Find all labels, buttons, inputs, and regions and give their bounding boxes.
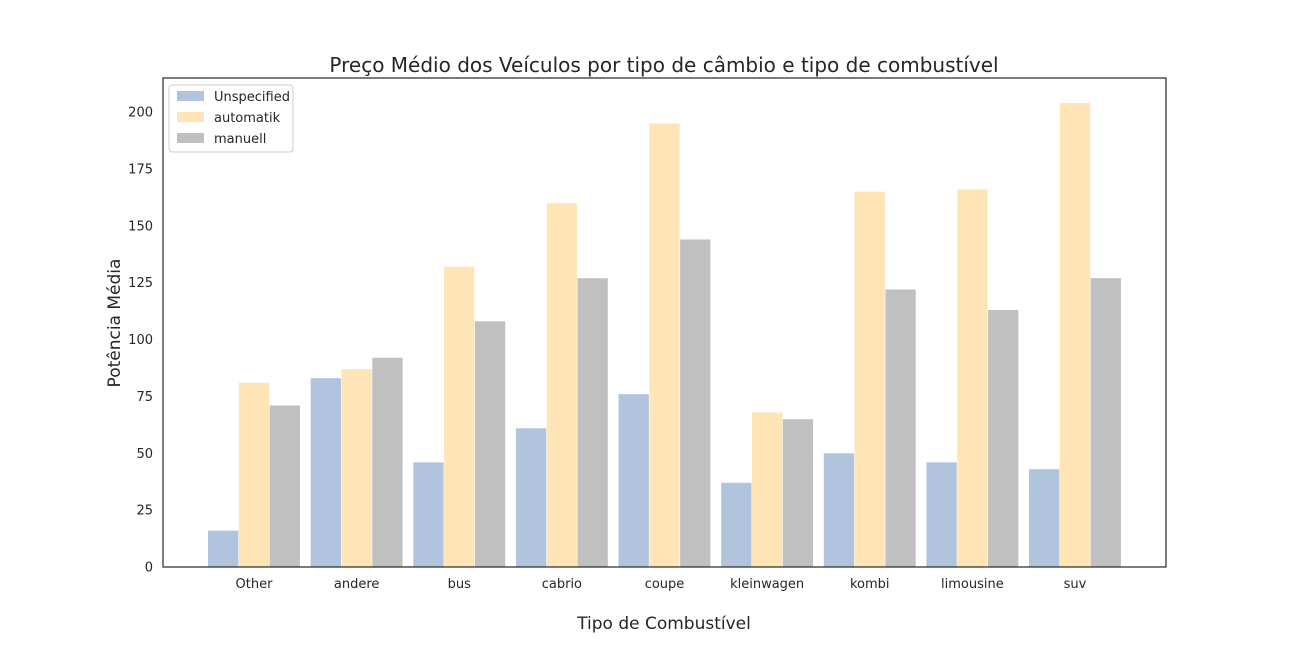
x-tick-label: coupe bbox=[645, 577, 685, 592]
bar-unspecified-other bbox=[208, 530, 239, 567]
bar-unspecified-limousine bbox=[926, 462, 957, 567]
bar-automatik-coupe bbox=[649, 123, 680, 568]
bar-manuell-suv bbox=[1090, 278, 1121, 567]
bar-manuell-bus bbox=[474, 321, 506, 567]
y-tick-label: 200 bbox=[128, 106, 153, 121]
y-axis-title: Potência Média bbox=[105, 259, 125, 388]
x-tick-label: kombi bbox=[850, 577, 890, 592]
legend-swatch-manuell bbox=[177, 133, 204, 143]
plot-area-frame bbox=[162, 77, 1167, 568]
bar-automatik-kleinwagen bbox=[751, 412, 783, 567]
bar-unspecified-kleinwagen bbox=[721, 482, 752, 567]
bar-unspecified-suv bbox=[1029, 469, 1060, 567]
x-axis-ticks: Other andere bus cabrio coupe kleinwagen kombi… bbox=[236, 577, 1087, 592]
bar-unspecified-bus bbox=[413, 462, 444, 567]
y-tick-label: 100 bbox=[128, 333, 153, 348]
bar-manuell-other bbox=[269, 405, 300, 567]
x-tick-label: suv bbox=[1064, 577, 1087, 592]
chart-title: Preço Médio dos Veículos por tipo de câm… bbox=[329, 53, 998, 77]
bar-manuell-limousine bbox=[988, 309, 1019, 567]
y-tick-label: 75 bbox=[136, 390, 153, 405]
x-tick-label: Other bbox=[236, 577, 274, 592]
x-tick-label: kleinwagen bbox=[730, 577, 804, 592]
legend-label-unspecified: Unspecified bbox=[214, 90, 290, 105]
bar-manuell-coupe bbox=[680, 239, 711, 568]
bar-automatik-limousine bbox=[957, 189, 988, 567]
bar-automatik-other bbox=[238, 382, 270, 567]
legend: Unspecified automatik manuell bbox=[168, 84, 294, 153]
x-tick-label: andere bbox=[334, 577, 380, 592]
legend-swatch-unspecified bbox=[177, 91, 204, 101]
legend-label-automatik: automatik bbox=[214, 111, 281, 126]
y-tick-label: 125 bbox=[128, 276, 153, 291]
x-axis-title: Tipo de Combustível bbox=[576, 614, 751, 634]
bar-unspecified-kombi bbox=[823, 453, 855, 567]
bar-manuell-kleinwagen bbox=[782, 419, 814, 567]
y-tick-label: 175 bbox=[128, 162, 153, 177]
x-tick-label: limousine bbox=[941, 577, 1004, 592]
bars-group bbox=[208, 103, 1121, 568]
y-tick-label: 25 bbox=[136, 504, 153, 519]
y-tick-label: 0 bbox=[145, 561, 153, 576]
legend-label-manuell: manuell bbox=[214, 132, 266, 147]
bar-unspecified-andere bbox=[310, 378, 341, 567]
bar-automatik-andere bbox=[341, 369, 372, 567]
x-tick-label: bus bbox=[448, 577, 471, 592]
bar-unspecified-cabrio bbox=[515, 428, 547, 567]
bar-manuell-kombi bbox=[885, 289, 916, 567]
y-tick-label: 50 bbox=[136, 447, 153, 462]
x-tick-label: cabrio bbox=[542, 577, 582, 592]
bar-automatik-cabrio bbox=[546, 203, 578, 567]
bar-manuell-andere bbox=[372, 357, 403, 567]
bar-manuell-cabrio bbox=[577, 278, 608, 567]
legend-swatch-automatik bbox=[177, 112, 204, 122]
bar-automatik-suv bbox=[1059, 103, 1091, 568]
bar-unspecified-coupe bbox=[618, 394, 649, 567]
bar-automatik-kombi bbox=[854, 191, 885, 567]
bar-automatik-bus bbox=[444, 266, 475, 567]
y-tick-label: 150 bbox=[128, 219, 153, 234]
y-axis-ticks: 0 25 50 75 100 125 150 175 200 bbox=[128, 106, 153, 576]
